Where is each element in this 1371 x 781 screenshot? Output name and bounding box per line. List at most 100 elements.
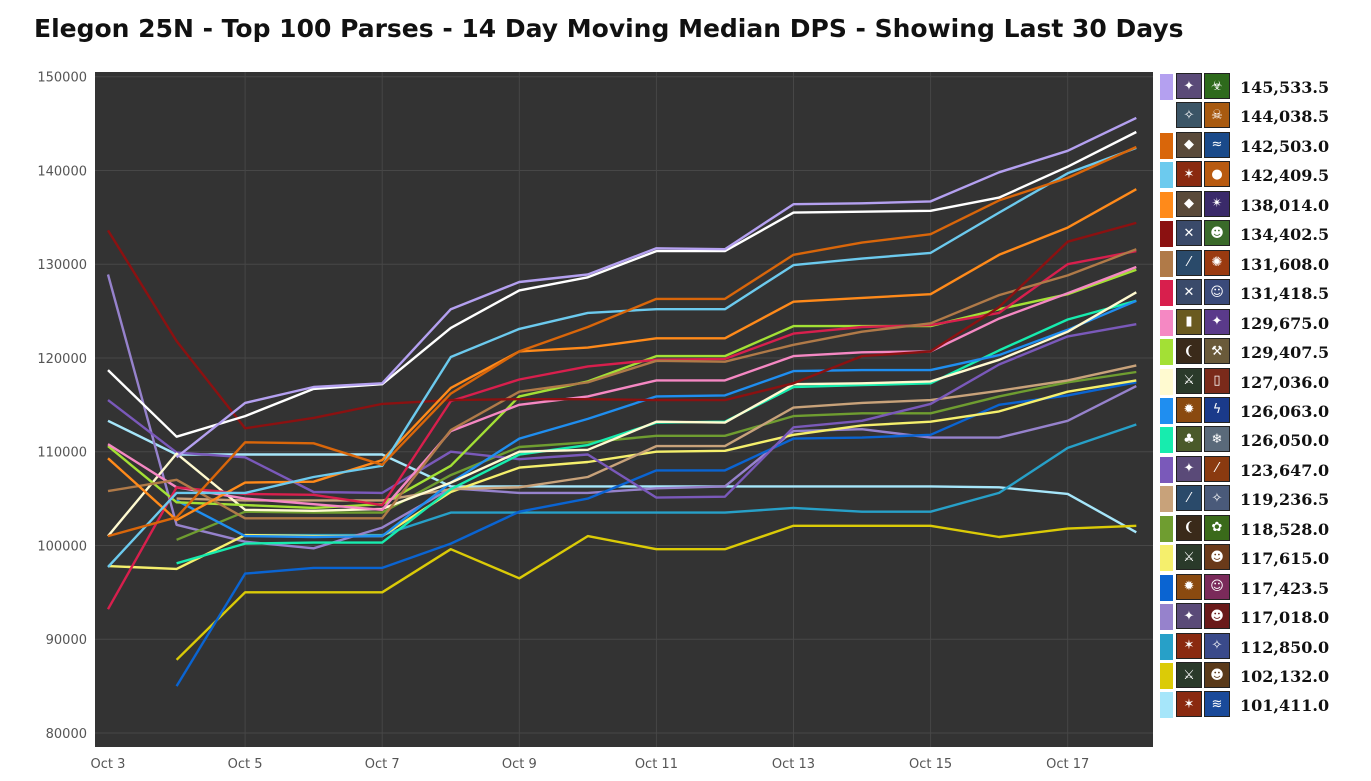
legend-swatch [1160,633,1173,660]
series-line [107,248,1137,520]
class-spell-icon: ☻ [1204,603,1230,630]
legend-swatch [1160,397,1173,424]
class-spell-icon: ✦ [1176,73,1202,99]
legend-swatch [1160,515,1173,542]
legend-item: ⁄ ✺ 131,608.0 [1159,249,1371,278]
y-tick-label: 80000 [46,727,87,742]
class-spell-icon: ☻ [1204,544,1230,571]
legend-value: 129,675.0 [1240,313,1330,333]
legend-swatch [1160,545,1173,572]
series-line [107,268,1137,510]
plot-area [95,72,1153,747]
legend-swatch [1160,280,1173,307]
legend-swatch [1160,663,1173,689]
class-spell-icon: ✶ [1176,161,1202,188]
class-spell-icon: ☻ [1204,220,1230,247]
series-line [107,146,1137,568]
class-spell-icon: ✕ [1176,279,1202,306]
y-tick-label: 90000 [46,633,87,648]
legend-item: ⚔ ▯ 127,036.0 [1159,367,1371,396]
legend-value: 138,014.0 [1240,195,1330,215]
class-spell-icon: ▯ [1204,367,1230,394]
legend-value: 117,423.5 [1240,578,1330,598]
class-spell-icon: ⁄ [1176,485,1202,512]
class-spell-icon: ✧ [1204,632,1230,659]
series-line [175,524,1137,661]
legend-value: 123,647.0 [1240,460,1330,480]
class-spell-icon: ✦ [1204,308,1230,335]
legend-item: ✹ ☺ 117,423.5 [1159,573,1371,602]
legend-item: ✕ ☻ 134,402.5 [1159,219,1371,248]
y-tick-label: 130000 [37,258,87,273]
series-line [176,370,1137,541]
series-line [107,291,1137,537]
legend-swatch [1160,191,1173,218]
legend-swatch [1160,339,1173,366]
class-spell-icon: ⚒ [1204,338,1230,365]
legend-item: ⚔ ☻ 102,132.0 [1159,661,1371,690]
legend-item: ✹ ϟ 126,063.0 [1159,396,1371,425]
legend-swatch [1160,604,1173,631]
legend-swatch [1160,309,1173,336]
class-spell-icon: ☺ [1204,279,1230,306]
class-spell-icon: ✴ [1204,190,1230,217]
legend-swatch [1160,221,1173,248]
legend-value: 131,608.0 [1240,254,1330,274]
legend-item: ❨ ⚒ 129,407.5 [1159,337,1371,366]
legend-swatch [1160,692,1173,719]
class-spell-icon: ☺ [1204,573,1230,600]
class-spell-icon: ≈ [1204,131,1230,158]
legend-item: ◆ ✴ 138,014.0 [1159,190,1371,219]
legend-value: 118,528.0 [1240,519,1330,539]
class-spell-icon: ❨ [1176,338,1202,365]
legend-value: 102,132.0 [1240,667,1330,686]
legend-value: 134,402.5 [1240,225,1330,245]
legend-swatch [1160,456,1173,483]
legend-value: 126,063.0 [1240,401,1330,421]
class-spell-icon: ▮ [1176,308,1202,335]
series-line [107,419,1137,534]
legend-swatch [1160,132,1173,159]
legend-swatch [1160,162,1173,189]
legend-value: 145,533.5 [1240,78,1330,97]
legend-swatch [1160,250,1173,277]
class-spell-icon: ❄ [1204,426,1230,453]
x-tick-label: Oct 13 [772,757,815,772]
legend-swatch [1160,427,1173,454]
legend-item: ✶ ✧ 112,850.0 [1159,632,1371,661]
legend-item: ✦ ☻ 117,018.0 [1159,602,1371,631]
x-tick-label: Oct 17 [1046,757,1089,772]
legend-value: 117,615.0 [1240,549,1330,569]
legend-item: ◆ ≈142,503.0 [1159,131,1371,160]
class-spell-icon: ⚔ [1176,544,1202,571]
y-tick-label: 120000 [37,352,87,367]
legend-item: ✕ ☺ 131,418.5 [1159,278,1371,307]
legend-value: 129,407.5 [1240,343,1330,363]
class-spell-icon: ● [1204,161,1230,188]
x-tick-label: Oct 9 [502,757,537,772]
series-line [106,274,1137,550]
legend-swatch [1160,574,1173,601]
legend-item: ✦ ⁄ 123,647.0 [1159,455,1371,484]
legend-swatch [1160,74,1173,100]
x-tick-label: Oct 15 [909,757,952,772]
class-spell-icon: ⁄ [1176,249,1202,276]
class-spell-icon: ϟ [1204,396,1230,423]
class-spell-icon: ⚔ [1176,367,1202,394]
legend-item: ⚔ ☻ 117,615.0 [1159,543,1371,572]
series-line [106,249,1137,610]
class-spell-icon: ✹ [1176,573,1202,600]
class-spell-icon: ✧ [1176,102,1202,129]
class-spell-icon: ♣ [1176,426,1202,453]
class-spell-icon: ✹ [1176,396,1202,423]
class-spell-icon: ✺ [1204,249,1230,276]
class-spell-icon: ☠ [1204,102,1230,129]
class-spell-icon: ☻ [1204,662,1230,688]
series-line [107,130,1137,438]
legend-item: ♣ ❄ 126,050.0 [1159,425,1371,454]
series-line [107,265,1137,511]
class-spell-icon: ❨ [1176,514,1202,541]
legend-value: 117,018.0 [1240,608,1330,628]
y-tick-label: 140000 [37,164,87,179]
legend-item: ⁄ ✧ 119,236.5 [1159,484,1371,513]
